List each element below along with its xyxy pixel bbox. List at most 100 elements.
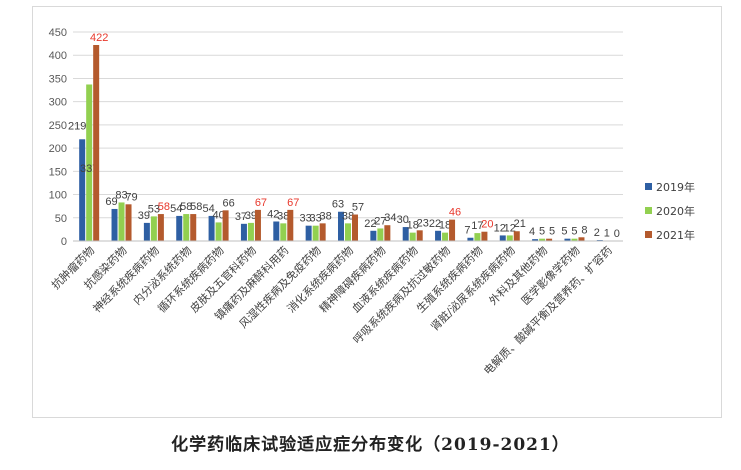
data-label: 18 <box>407 220 419 232</box>
bar <box>546 238 553 241</box>
y-tick-label: 450 <box>49 27 67 39</box>
bar <box>273 221 280 241</box>
bar <box>125 204 132 241</box>
bar <box>467 237 474 241</box>
bar <box>319 223 326 241</box>
bar <box>111 208 118 241</box>
data-label: 5 <box>539 226 545 238</box>
data-label: 12 <box>494 222 506 234</box>
bar <box>190 214 197 241</box>
data-label: 20 <box>481 219 493 231</box>
data-label: 33 <box>310 213 322 225</box>
data-label: 54 <box>202 203 214 215</box>
data-label: 27 <box>374 215 386 227</box>
bar <box>449 219 456 241</box>
bar <box>571 238 578 241</box>
data-label: 69 <box>105 196 117 208</box>
bar <box>287 209 294 241</box>
bar <box>118 202 125 241</box>
chart-frame: 0 50 100 150 200 250 300 350 400 450 219 69 39 54 54 37… <box>32 6 722 418</box>
bar <box>513 231 520 241</box>
data-label: 0 <box>614 228 620 240</box>
bar <box>564 238 571 241</box>
bar <box>345 223 351 241</box>
data-label: 38 <box>342 210 354 222</box>
data-label: 8 <box>581 224 587 236</box>
data-label: 58 <box>180 201 192 213</box>
data-label: 18 <box>439 220 451 232</box>
bar <box>254 209 261 241</box>
bar <box>208 215 215 241</box>
bar <box>93 45 100 242</box>
data-label: 46 <box>449 207 461 219</box>
data-label: 17 <box>471 220 483 232</box>
bar <box>176 215 183 241</box>
legend-label: 2021年 <box>656 228 695 242</box>
data-label: 37 <box>235 211 247 223</box>
data-label: 33 <box>300 213 312 225</box>
bar <box>416 230 423 241</box>
bar <box>578 237 585 241</box>
bar <box>215 222 222 241</box>
y-tick-label: 150 <box>49 166 67 178</box>
y-tick-label: 400 <box>49 50 67 62</box>
bar <box>312 225 319 241</box>
data-label: 67 <box>287 197 299 209</box>
legend-swatch <box>645 231 652 238</box>
legend-swatch <box>645 183 652 190</box>
bar <box>352 214 358 241</box>
bar <box>435 230 442 241</box>
legend-label: 2019年 <box>656 180 695 194</box>
data-label: 40 <box>212 209 224 221</box>
data-label: 83 <box>115 189 127 201</box>
data-label: 39 <box>245 210 257 222</box>
data-label: 219 <box>68 120 86 132</box>
data-label: 67 <box>255 197 267 209</box>
y-tick-label: 350 <box>49 73 67 85</box>
data-label: 34 <box>384 212 396 224</box>
bar <box>384 225 391 241</box>
legend-label: 2020年 <box>656 204 695 218</box>
bar <box>474 233 481 241</box>
data-label: 79 <box>125 191 137 203</box>
bar <box>143 222 150 241</box>
data-label: 422 <box>90 32 108 44</box>
data-label: 1 <box>604 228 610 240</box>
bar <box>79 139 86 241</box>
y-tick-label: 250 <box>49 120 67 132</box>
bar <box>183 214 190 241</box>
y-tick-label: 300 <box>49 97 67 109</box>
bar <box>506 235 513 241</box>
bar <box>409 232 416 241</box>
data-label: 5 <box>571 226 577 238</box>
bar <box>442 232 449 241</box>
bar <box>222 210 229 241</box>
data-label: 2 <box>594 227 600 239</box>
bar <box>157 214 164 241</box>
data-label: 58 <box>190 201 202 213</box>
bar <box>377 228 384 241</box>
data-label: 38 <box>320 210 332 222</box>
data-label: 66 <box>222 197 234 209</box>
y-tick-label: 0 <box>61 236 67 248</box>
data-label: 7 <box>464 225 470 237</box>
bar <box>338 211 344 241</box>
data-label: 23 <box>417 217 429 229</box>
bar <box>305 225 312 241</box>
data-label: 5 <box>549 226 555 238</box>
chart-caption: 化学药临床试验适应症分布变化（2019-2021） <box>171 435 570 455</box>
data-label: 57 <box>352 202 364 214</box>
data-label: 38 <box>277 210 289 222</box>
data-label: 22 <box>364 218 376 230</box>
bar <box>240 223 247 241</box>
bar <box>150 216 157 241</box>
data-label: 5 <box>561 226 567 238</box>
data-label: 54 <box>170 203 182 215</box>
data-label: 58 <box>158 201 170 213</box>
bar <box>402 227 409 241</box>
data-label: 22 <box>429 218 441 230</box>
data-label: 42 <box>267 208 279 220</box>
data-label: 30 <box>397 214 409 226</box>
bar <box>280 223 287 241</box>
